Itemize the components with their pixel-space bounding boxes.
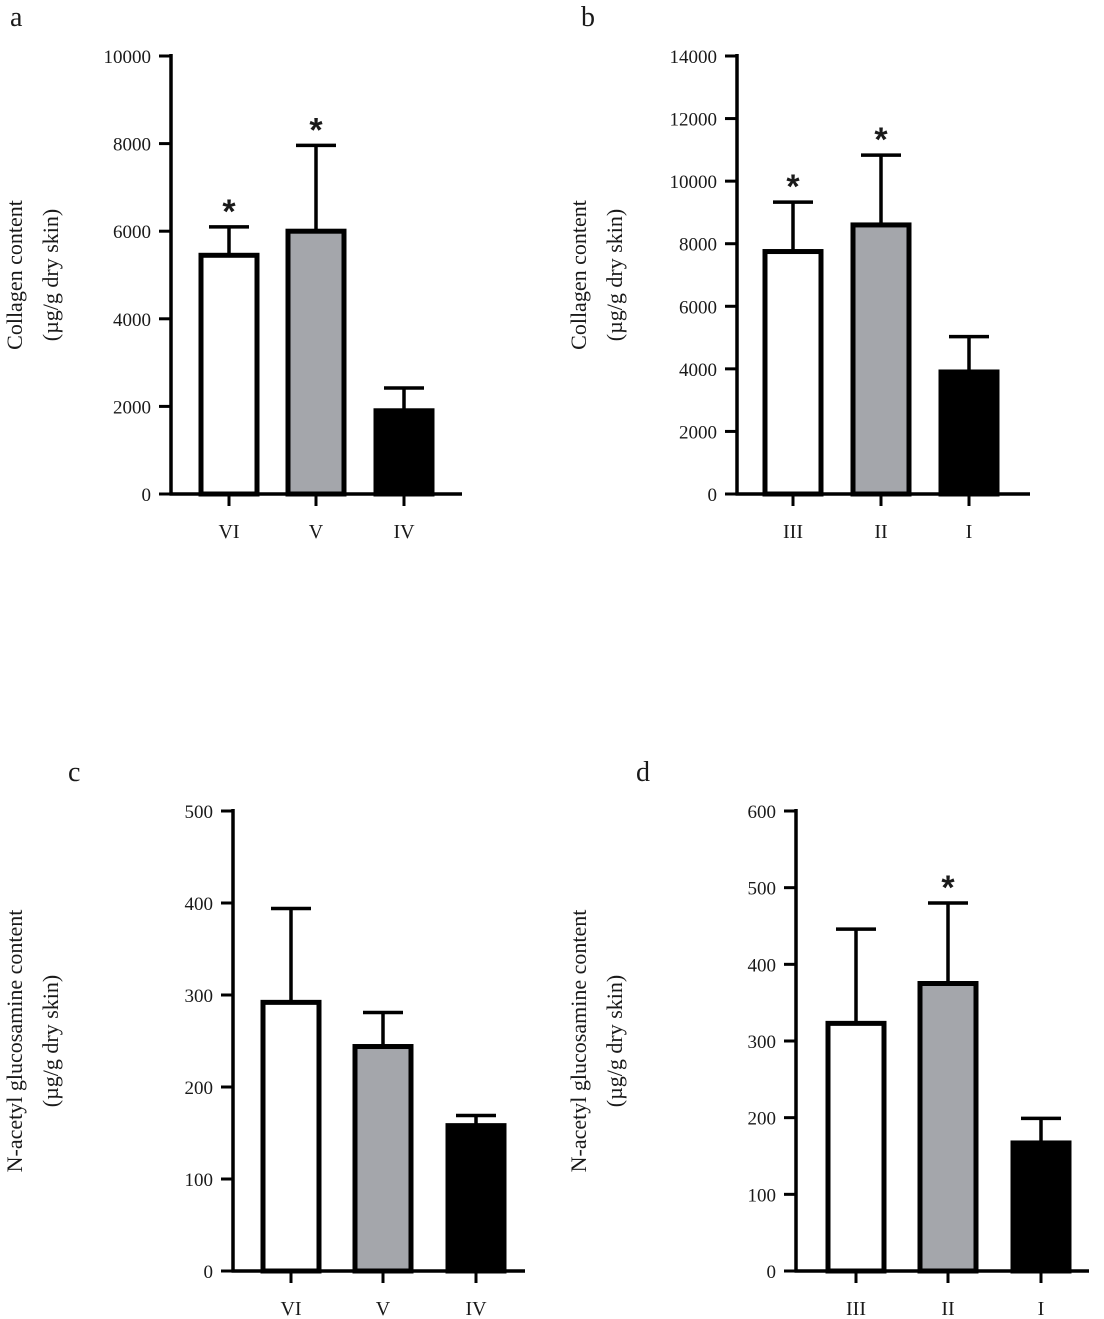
y-tick-label: 100 — [748, 1185, 777, 1206]
y-axis-label: Collagen content — [2, 200, 27, 350]
y-tick-label: 400 — [748, 955, 777, 976]
panel-letter: c — [68, 757, 80, 788]
significance-marker: * — [309, 111, 323, 149]
x-tick-label: II — [941, 1298, 954, 1319]
panel-d: d N-acetyl glucosamine content (µg/g dry s… — [566, 757, 1089, 1319]
x-tick-label: VI — [218, 521, 239, 543]
bar-V — [352, 1044, 414, 1274]
y-tick-label: 8000 — [679, 235, 717, 256]
y-tick-label: 4000 — [113, 310, 151, 331]
significance-marker: * — [222, 193, 236, 231]
y-axis-label: N-acetyl glucosamine content — [2, 910, 27, 1173]
bar-I — [938, 369, 1000, 497]
x-tick-label: I — [1038, 1298, 1045, 1319]
y-tick-label: 400 — [185, 894, 214, 915]
y-tick-label: 12000 — [670, 110, 718, 131]
y-tick-label: 600 — [748, 802, 777, 823]
bar-VI — [198, 252, 260, 497]
panel-letter: a — [10, 2, 23, 33]
bar-IV — [445, 1123, 507, 1274]
y-tick-label: 100 — [185, 1170, 214, 1191]
x-tick-label: V — [376, 1298, 391, 1319]
y-tick-label: 200 — [748, 1109, 777, 1130]
x-tick-label: I — [966, 521, 973, 543]
y-tick-label: 300 — [748, 1032, 777, 1053]
y-axis-label: (µg/g dry skin) — [602, 209, 627, 341]
y-tick-label: 2000 — [679, 422, 717, 443]
y-tick-label: 8000 — [113, 135, 151, 156]
panel-c: c N-acetyl glucosamine content (µg/g dry s… — [2, 757, 525, 1319]
y-tick-label: 300 — [185, 986, 214, 1007]
bar-II — [917, 981, 979, 1274]
y-tick-label: 0 — [204, 1262, 214, 1283]
panel-a: a Collagen content (µg/g dry skin) * VI * V IV 0… — [2, 2, 462, 543]
y-tick-label: 10000 — [104, 47, 152, 68]
y-tick-label: 2000 — [113, 397, 151, 418]
significance-marker: * — [786, 168, 800, 206]
x-tick-label: V — [309, 521, 324, 543]
y-tick-label: 0 — [708, 485, 718, 506]
y-tick-label: 0 — [142, 485, 152, 506]
y-axis-label: Collagen content — [566, 200, 591, 350]
significance-marker: * — [874, 121, 888, 159]
y-tick-label: 10000 — [670, 172, 718, 193]
y-tick-label: 0 — [767, 1262, 777, 1283]
x-tick-label: IV — [393, 521, 415, 543]
y-axis-label: (µg/g dry skin) — [602, 975, 627, 1107]
y-tick-label: 6000 — [113, 222, 151, 243]
x-tick-label: III — [846, 1298, 866, 1319]
bar-III — [825, 1020, 887, 1274]
y-tick-label: 6000 — [679, 297, 717, 318]
y-tick-label: 200 — [185, 1078, 214, 1099]
bar-II — [850, 222, 912, 497]
y-tick-label: 500 — [748, 879, 777, 900]
y-tick-label: 500 — [185, 802, 214, 823]
y-axis-label: (µg/g dry skin) — [38, 975, 63, 1107]
significance-marker: * — [941, 869, 955, 907]
y-tick-label: 14000 — [670, 47, 718, 68]
bar-V — [285, 228, 347, 497]
x-tick-label: III — [783, 521, 803, 543]
y-tick-label: 4000 — [679, 360, 717, 381]
x-tick-label: VI — [280, 1298, 301, 1319]
bar-III — [762, 249, 824, 497]
bar-I — [1010, 1140, 1072, 1274]
bar-VI — [260, 999, 322, 1274]
panel-letter: d — [636, 757, 650, 788]
y-axis-label: N-acetyl glucosamine content — [566, 910, 591, 1173]
x-tick-label: IV — [465, 1298, 487, 1319]
x-tick-label: II — [874, 521, 887, 543]
panel-letter: b — [581, 2, 595, 33]
y-axis-label: (µg/g dry skin) — [38, 209, 63, 341]
bar-IV — [373, 408, 435, 497]
